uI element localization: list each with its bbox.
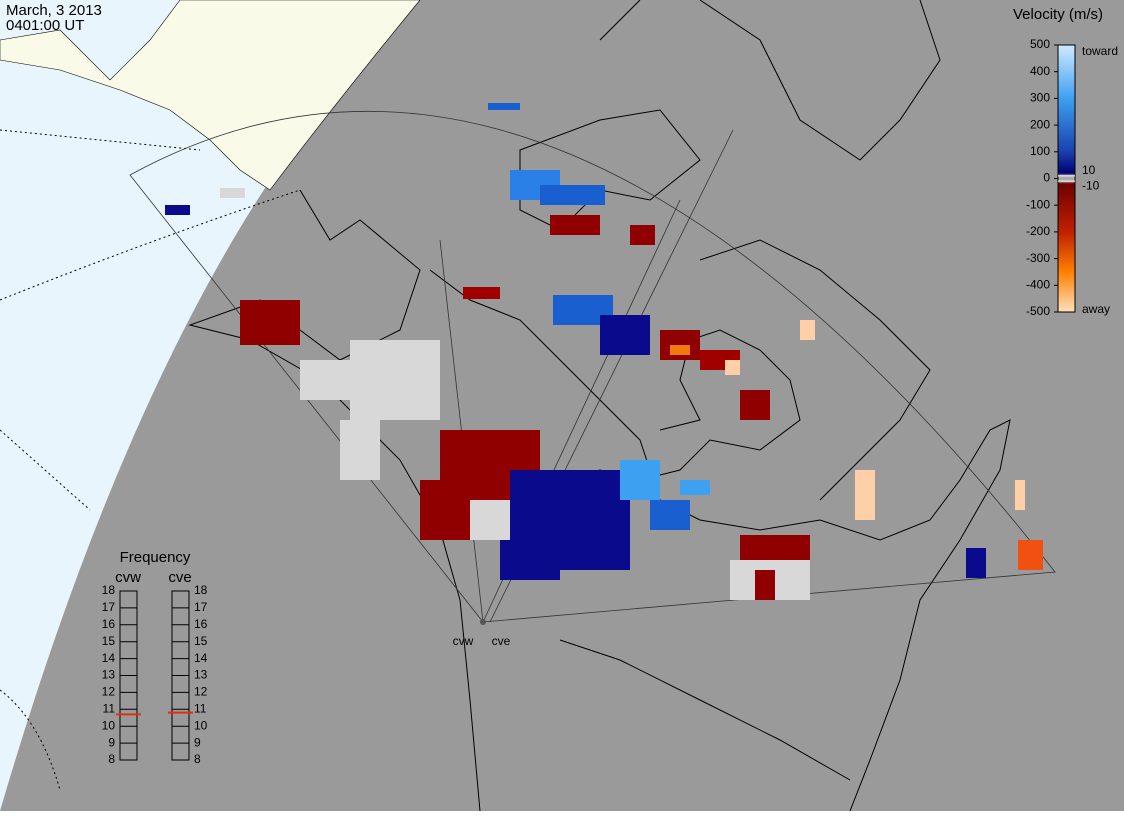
colorbar	[1057, 44, 1076, 313]
coastlines	[188, 0, 1011, 812]
tick-label: 9	[108, 735, 115, 749]
radar-site	[480, 619, 486, 625]
tick-label: 8	[194, 752, 201, 766]
tick-label: 18	[102, 583, 116, 597]
radar-echoes	[165, 103, 1043, 600]
tick-label: 17	[102, 600, 116, 614]
date: March, 3 2013	[6, 2, 102, 19]
tick-label: 8	[108, 752, 115, 766]
sky-region	[0, 0, 420, 811]
tick-label: 16	[194, 617, 208, 631]
tick-label: 11	[103, 701, 116, 715]
tick-label: 14	[194, 651, 208, 665]
tick-label: 13	[194, 668, 208, 682]
tick-label: 10	[102, 718, 116, 732]
tick-label: 12	[102, 685, 116, 699]
land	[0, 0, 421, 191]
tick-label: 10	[1082, 163, 1096, 177]
tick-label: 400	[1030, 64, 1050, 78]
tick-label: 300	[1030, 91, 1050, 105]
panel-title: Frequency	[120, 549, 191, 566]
legend-label: away	[1082, 302, 1110, 316]
tick-label: 16	[102, 617, 116, 631]
tick-label: 200	[1030, 117, 1050, 131]
tick-label: 10	[194, 718, 208, 732]
tick-label: 14	[102, 651, 116, 665]
tick-label: 0	[1043, 171, 1050, 185]
tick-label: -10	[1082, 178, 1100, 192]
radar-name: cve	[168, 569, 191, 586]
tick-label: 500	[1030, 37, 1050, 51]
tick-label: -300	[1026, 251, 1050, 265]
tick-label: -400	[1026, 277, 1050, 291]
site-label: cvw	[453, 634, 474, 648]
grid-lines	[0, 129, 301, 791]
time: 0401:00 UT	[6, 17, 84, 34]
tick-label: 18	[194, 583, 208, 597]
tick-label: 15	[102, 634, 116, 648]
legend-label: toward	[1082, 44, 1118, 58]
tick-label: 9	[194, 735, 201, 749]
tick-label: 11	[194, 701, 207, 715]
tick-label: 17	[194, 600, 208, 614]
radar-name: cvw	[115, 569, 141, 586]
legend-title: Velocity (m/s)	[1013, 6, 1103, 23]
tick-label: 12	[194, 685, 208, 699]
site-label: cve	[492, 634, 511, 648]
tick-label: 100	[1030, 144, 1050, 158]
tick-label: 13	[102, 668, 116, 682]
tick-label: -200	[1026, 224, 1050, 238]
tick-label: 15	[194, 634, 208, 648]
tick-label: -500	[1026, 304, 1050, 318]
tick-label: -100	[1026, 197, 1050, 211]
